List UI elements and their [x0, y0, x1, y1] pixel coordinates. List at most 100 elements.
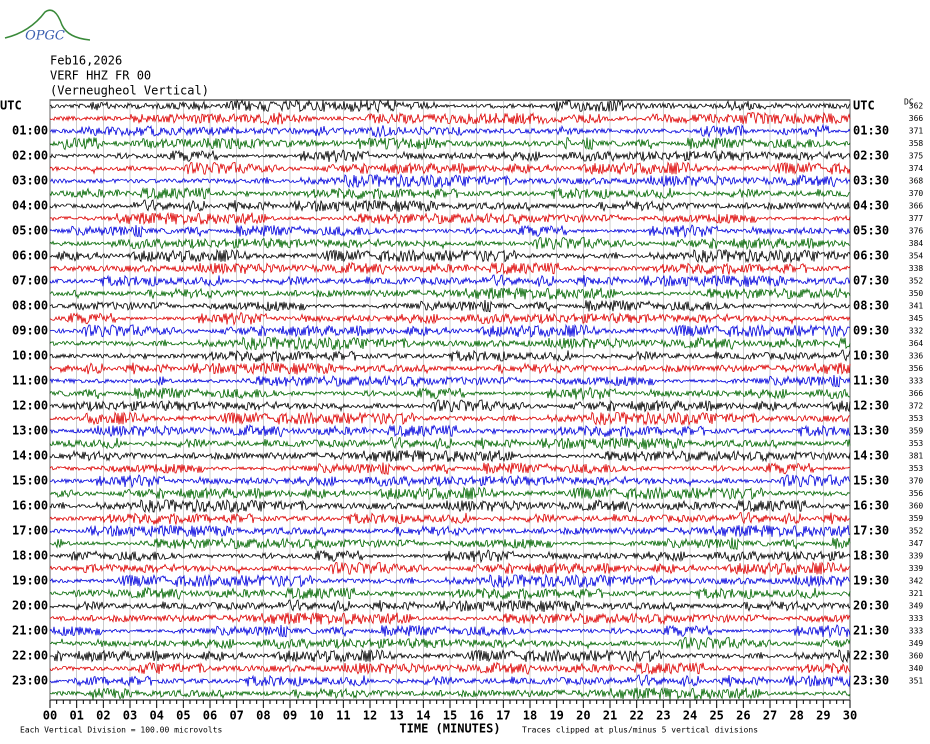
x-tick-label: 23	[656, 709, 670, 723]
x-tick-label: 09	[283, 709, 297, 723]
dc-value: 345	[909, 314, 924, 323]
x-tick-label: 02	[96, 709, 110, 723]
dc-value: 360	[909, 502, 924, 511]
right-time-label: 04:30	[853, 199, 889, 213]
left-time-label: 04:00	[12, 199, 48, 213]
right-time-label: 13:30	[853, 424, 889, 438]
dc-value: 371	[909, 127, 924, 136]
trace	[49, 149, 851, 164]
right-time-label: 14:30	[853, 449, 889, 463]
trace	[49, 161, 851, 176]
trace	[49, 173, 851, 189]
dc-value: 332	[909, 327, 924, 336]
x-tick-label: 19	[549, 709, 563, 723]
trace	[49, 323, 851, 338]
x-tick-label: 13	[389, 709, 403, 723]
trace	[49, 136, 851, 151]
trace	[49, 449, 851, 463]
dc-value: 351	[909, 677, 924, 686]
x-tick-label: 16	[469, 709, 483, 723]
dc-value: 370	[909, 477, 924, 486]
trace	[49, 224, 851, 239]
dc-value: 339	[909, 552, 924, 561]
dc-value: 366	[909, 389, 924, 398]
dc-label: DC	[904, 98, 914, 107]
trace	[49, 199, 851, 213]
right-time-label: 20:30	[853, 599, 889, 613]
x-tick-label: 11	[336, 709, 350, 723]
left-time-label: 09:00	[12, 324, 48, 338]
x-tick-label: 28	[789, 709, 803, 723]
trace	[49, 462, 851, 475]
x-tick-label: 26	[736, 709, 750, 723]
trace	[49, 612, 851, 626]
right-time-label: 01:30	[853, 124, 889, 138]
x-tick-label: 08	[256, 709, 270, 723]
right-time-label: 18:30	[853, 549, 889, 563]
trace	[49, 111, 851, 126]
dc-value: 353	[909, 439, 924, 448]
x-tick-label: 21	[603, 709, 617, 723]
right-time-label: 06:30	[853, 249, 889, 263]
right-time-label: 21:30	[853, 624, 889, 638]
x-tick-label: 10	[309, 709, 323, 723]
right-time-label: 10:30	[853, 349, 889, 363]
x-tick-label: 05	[176, 709, 190, 723]
clip-note: Traces clipped at plus/minus 5 vertical …	[522, 726, 758, 735]
date: Feb16,2026	[50, 54, 122, 68]
trace	[49, 561, 851, 576]
location: (Verneugheol Vertical)	[50, 84, 209, 98]
dc-value: 366	[909, 202, 924, 211]
left-time-label: 02:00	[12, 149, 48, 163]
dc-value: 374	[909, 164, 924, 173]
dc-value: 356	[909, 489, 924, 498]
left-time-label: UTC	[0, 99, 22, 113]
right-time-label: 16:30	[853, 499, 889, 513]
trace	[49, 361, 851, 375]
trace	[49, 212, 851, 226]
left-time-label: 13:00	[12, 424, 48, 438]
dc-value: 340	[909, 664, 924, 673]
left-time-label: 12:00	[12, 399, 48, 413]
dc-value: 376	[909, 227, 924, 236]
trace	[49, 261, 851, 275]
dc-value: 347	[909, 539, 924, 548]
dc-value: 336	[909, 352, 924, 361]
dc-value: 354	[909, 252, 924, 261]
left-time-label: 07:00	[12, 274, 48, 288]
dc-value: 368	[909, 177, 924, 186]
x-tick-label: 27	[763, 709, 777, 723]
left-time-label: 17:00	[12, 524, 48, 538]
dc-value: 377	[909, 214, 924, 223]
dc-value: 350	[909, 289, 924, 298]
right-time-label: 23:30	[853, 674, 889, 688]
dc-value: 359	[909, 427, 924, 436]
trace	[49, 648, 851, 664]
trace	[49, 410, 851, 426]
dc-value: 349	[909, 602, 924, 611]
trace	[49, 498, 851, 514]
x-tick-label: 03	[123, 709, 137, 723]
left-time-label: 05:00	[12, 224, 48, 238]
dc-value: 353	[909, 464, 924, 473]
trace	[49, 386, 851, 401]
logo-text: OPGC	[25, 29, 65, 44]
dc-value: 356	[909, 364, 924, 373]
left-time-label: 14:00	[12, 449, 48, 463]
trace	[49, 661, 851, 675]
trace	[49, 524, 851, 538]
left-time-label: 15:00	[12, 474, 48, 488]
left-time-label: 18:00	[12, 549, 48, 563]
dc-value: 342	[909, 577, 924, 586]
dc-value: 359	[909, 514, 924, 523]
right-time-label: UTC	[853, 99, 875, 113]
trace	[49, 237, 851, 251]
x-tick-label: 18	[523, 709, 537, 723]
dc-value: 372	[909, 402, 924, 411]
left-time-label: 06:00	[12, 249, 48, 263]
trace	[49, 586, 851, 600]
dc-value: 362	[909, 102, 924, 111]
trace	[49, 186, 850, 200]
trace	[49, 335, 851, 351]
